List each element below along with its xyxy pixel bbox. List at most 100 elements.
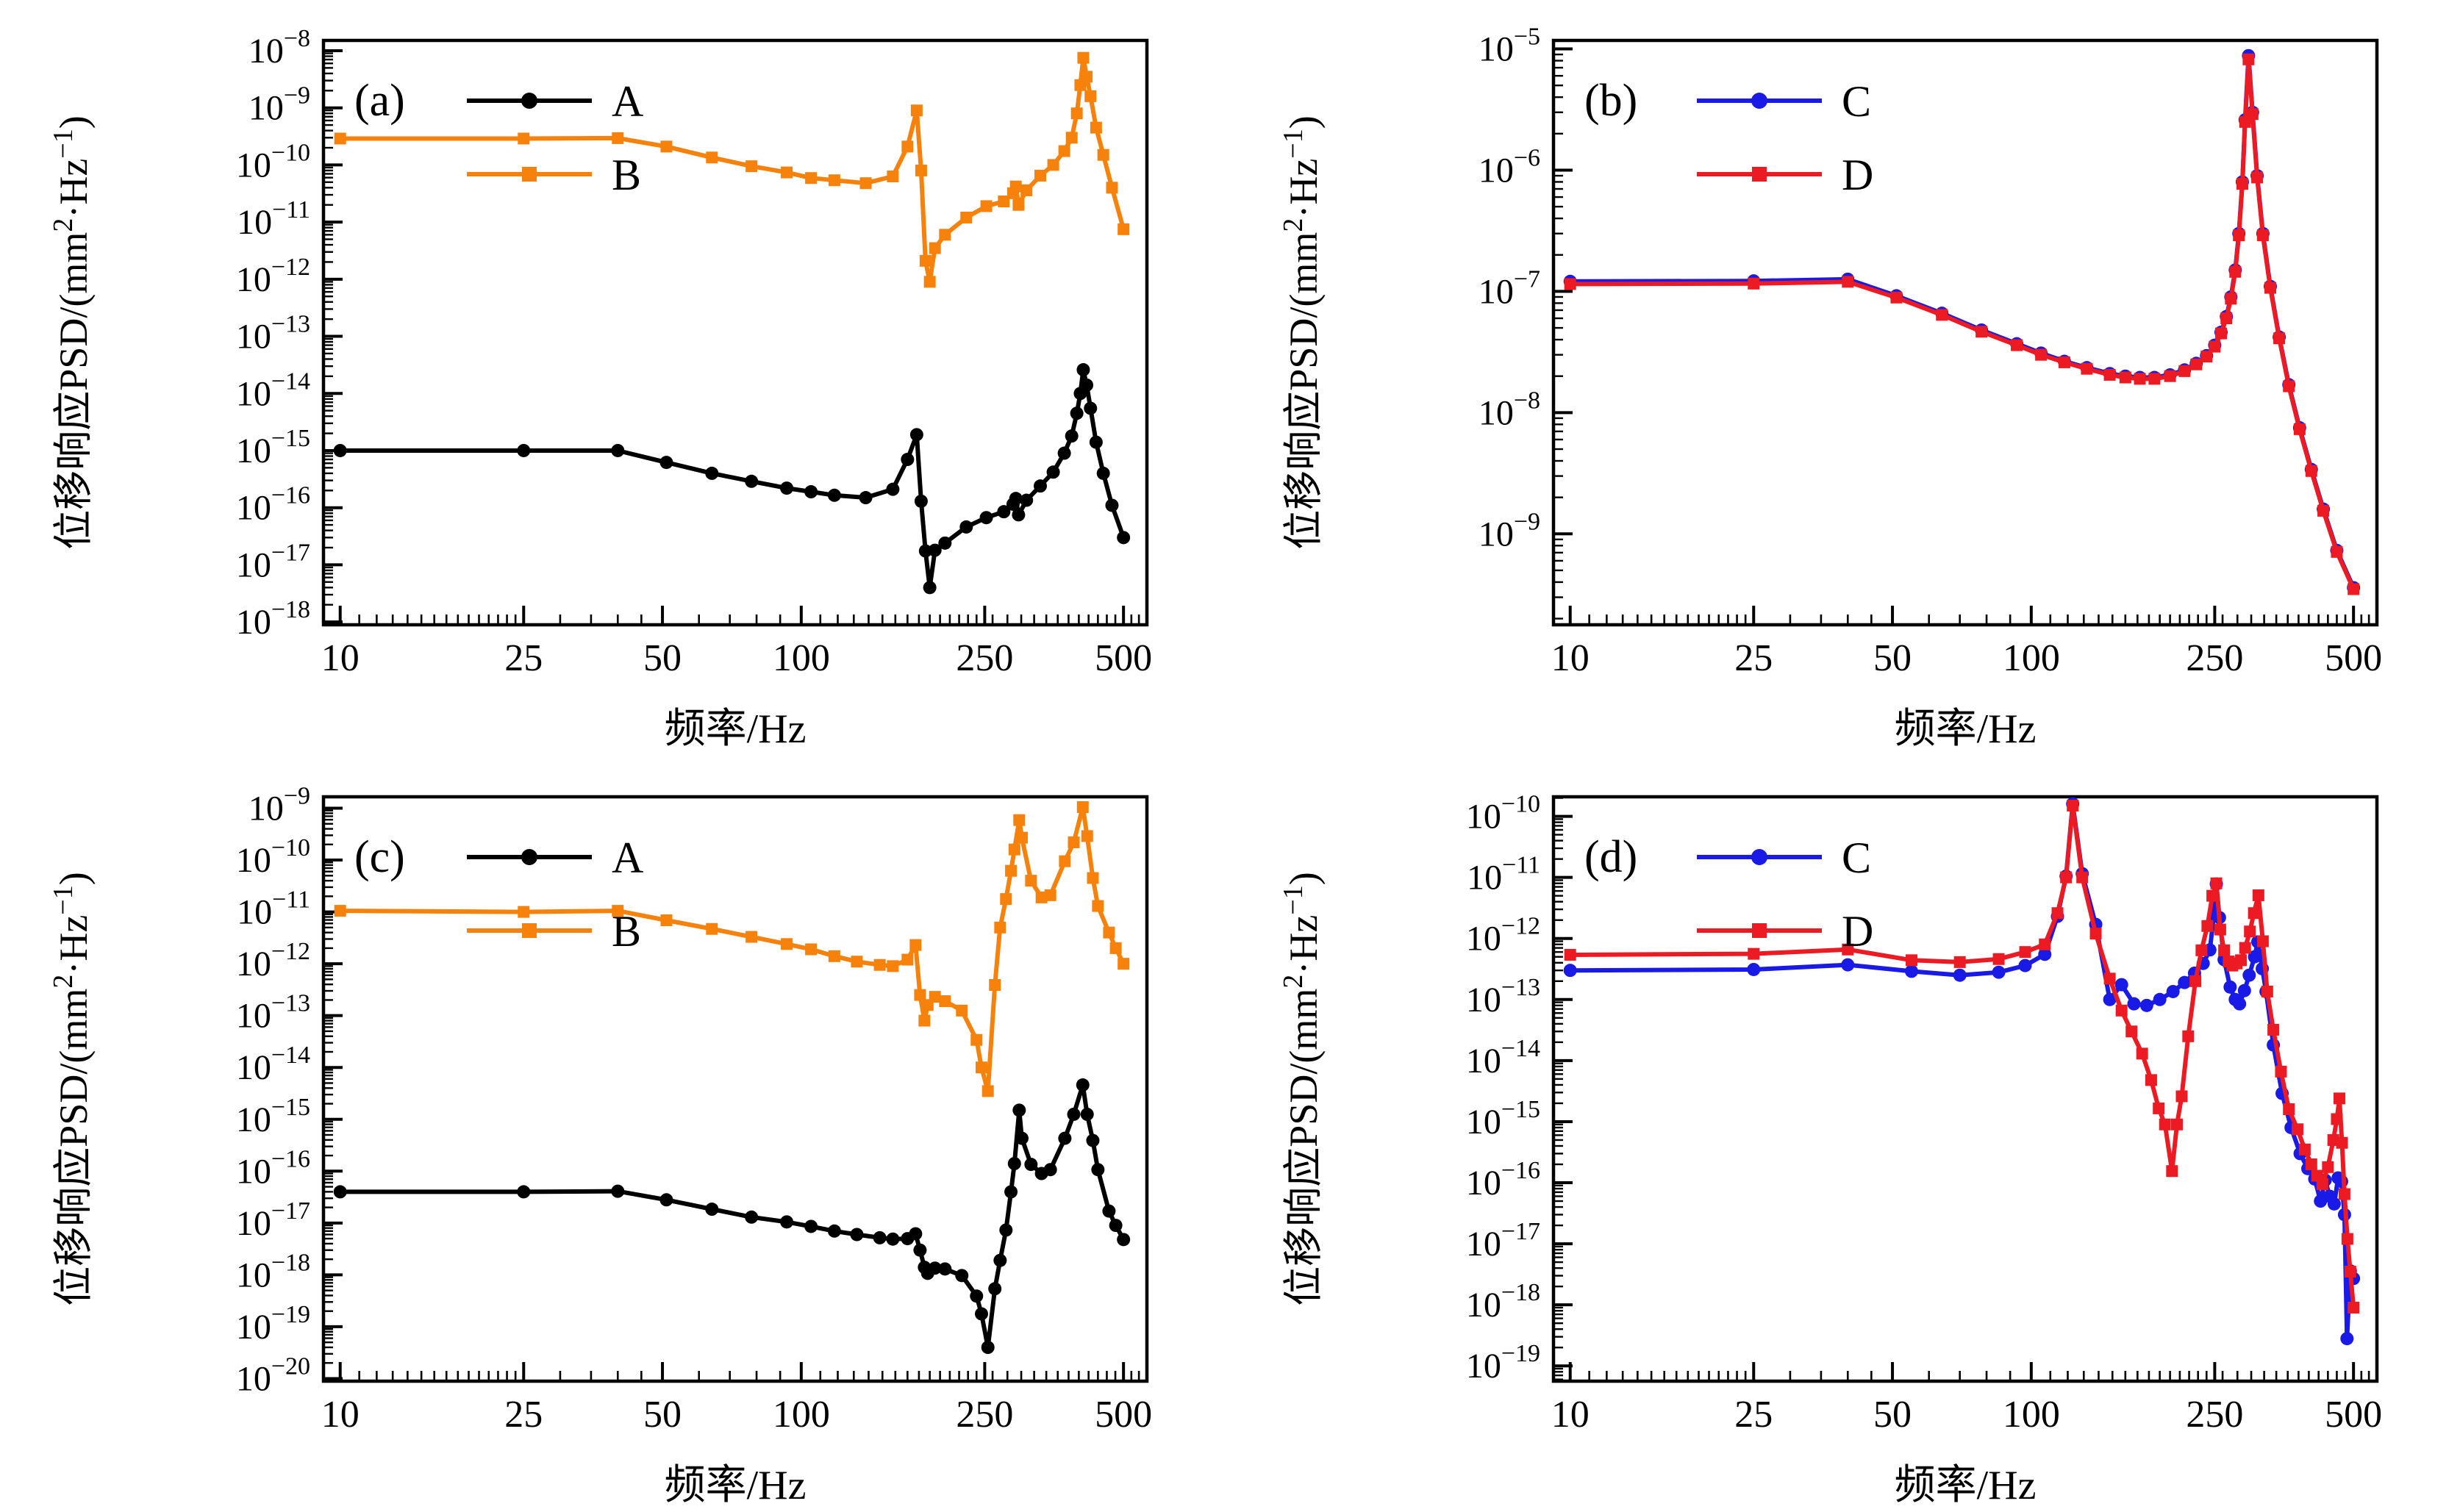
series-A-marker <box>970 1289 984 1303</box>
y-tick-label: 10−18 <box>236 1249 310 1294</box>
series-A-marker <box>1076 1078 1090 1092</box>
series-A-marker <box>859 491 873 505</box>
series-C-marker <box>2018 959 2032 972</box>
series-B-marker <box>1020 184 1033 196</box>
series-A-marker <box>659 456 673 470</box>
series-A-marker <box>827 1224 841 1238</box>
series-B-marker <box>1005 864 1018 877</box>
series-D-marker <box>2261 985 2273 997</box>
series-B-marker <box>923 276 936 288</box>
series-A-marker <box>928 1261 942 1275</box>
y-tick-label: 10−9 <box>248 783 310 828</box>
series-B-marker <box>1070 107 1083 120</box>
series-D-marker <box>1842 276 1854 288</box>
series-D-marker <box>2283 1103 2295 1115</box>
series-B-marker <box>1118 223 1130 235</box>
series-D-marker <box>1748 277 1760 290</box>
x-tick-label: 100 <box>2003 637 2060 679</box>
series-D-marker <box>2341 1233 2353 1245</box>
series-D-marker <box>2322 1161 2334 1173</box>
series-B-marker <box>1035 891 1048 903</box>
series-C-marker <box>2127 997 2141 1011</box>
series-D-marker <box>1992 953 2005 965</box>
x-tick-label: 25 <box>504 637 543 679</box>
series-D-marker <box>2115 1004 2128 1017</box>
series-D-marker <box>1975 326 1988 338</box>
series-A-marker <box>1058 1131 1072 1145</box>
series-B-marker <box>939 229 951 241</box>
series-B-marker <box>909 939 922 951</box>
x-tick-label: 250 <box>2186 1394 2243 1436</box>
y-tick-label: 10−18 <box>236 596 310 642</box>
series-A-marker <box>1084 401 1098 415</box>
series-A-marker <box>659 1193 673 1207</box>
y-tick-label: 10−11 <box>1467 852 1540 897</box>
series-A-marker <box>1015 1131 1029 1145</box>
x-tick-label: 500 <box>2325 637 2382 679</box>
series-B-marker <box>1000 893 1012 906</box>
x-axis-label: 频率/Hz <box>1895 706 2037 752</box>
series-A-marker <box>1024 1158 1038 1172</box>
series-D-marker <box>2275 1065 2287 1078</box>
legend-label: C <box>1842 834 1871 882</box>
series-A-marker <box>1065 429 1079 443</box>
y-tick-label: 10−16 <box>236 482 310 528</box>
axes-ticks <box>323 806 1140 1382</box>
series-B-marker <box>612 905 624 917</box>
series-D-marker <box>1748 947 1760 960</box>
series-C <box>1563 797 2361 1346</box>
series-D-marker <box>2164 370 2176 382</box>
series-A-marker <box>1009 492 1023 506</box>
series-A-marker <box>1080 378 1094 392</box>
series-B-marker <box>1103 926 1115 939</box>
series-A-marker <box>333 1185 347 1199</box>
series-A-marker <box>913 1243 927 1257</box>
series-A-marker <box>873 1230 887 1244</box>
series-D-marker <box>2236 178 2248 190</box>
x-tick-label: 25 <box>504 1394 543 1436</box>
series-D-marker <box>2178 365 2191 377</box>
y-tick-label: 10−20 <box>236 1352 310 1398</box>
series-B-marker <box>745 160 758 173</box>
chart-d: 10 25 50 100 250 500 10−10 10−11 10−12 10−13 10−14… <box>1278 791 2382 1508</box>
y-tick-label: 10−18 <box>1466 1279 1540 1325</box>
legend-label: B <box>612 151 641 199</box>
series-D-marker <box>2182 1030 2195 1042</box>
series-D-line <box>1567 803 2356 1310</box>
x-tick-label: 25 <box>1734 1394 1773 1436</box>
y-axis-label: 位移响应PSD/(mm2​·Hz−1​) <box>1278 872 1326 1305</box>
y-tick-label: 10−12 <box>236 938 310 983</box>
series-D-marker <box>2060 871 2073 884</box>
series-B-marker <box>706 922 718 935</box>
series-B-marker <box>1087 872 1099 884</box>
series-B-marker <box>1059 855 1071 867</box>
series-A-marker <box>928 543 942 557</box>
series-B-marker <box>918 1014 931 1027</box>
y-tick-label: 10−5 <box>1478 24 1540 69</box>
series-D-marker <box>1564 948 1576 961</box>
axes-ticks <box>1553 797 2370 1381</box>
series-B-marker <box>956 1004 968 1017</box>
series-B-marker <box>915 164 927 176</box>
series-A-marker <box>938 1262 952 1276</box>
series-C-marker <box>2153 992 2167 1006</box>
series-B-marker <box>887 171 899 183</box>
series-A-marker <box>1086 1133 1100 1147</box>
series-D-marker <box>2081 362 2093 375</box>
series-B-marker <box>939 995 951 1008</box>
x-tick-label: 10 <box>1551 1394 1590 1436</box>
series-B-marker <box>970 1033 983 1046</box>
y-tick-label: 10−12 <box>236 254 310 299</box>
series-C-marker <box>1563 964 1577 978</box>
series-B-marker <box>1013 814 1026 826</box>
series-B-marker <box>1058 145 1070 157</box>
series-A-line <box>337 368 1126 590</box>
series-C-marker <box>2237 983 2251 997</box>
series-D-marker <box>2338 1188 2350 1200</box>
series-D-marker <box>2189 975 2202 987</box>
series-B-marker <box>1012 198 1025 211</box>
y-tick-label: 10−17 <box>236 1197 310 1243</box>
series-D-marker <box>2058 356 2070 368</box>
series-D-marker <box>2298 1143 2311 1156</box>
